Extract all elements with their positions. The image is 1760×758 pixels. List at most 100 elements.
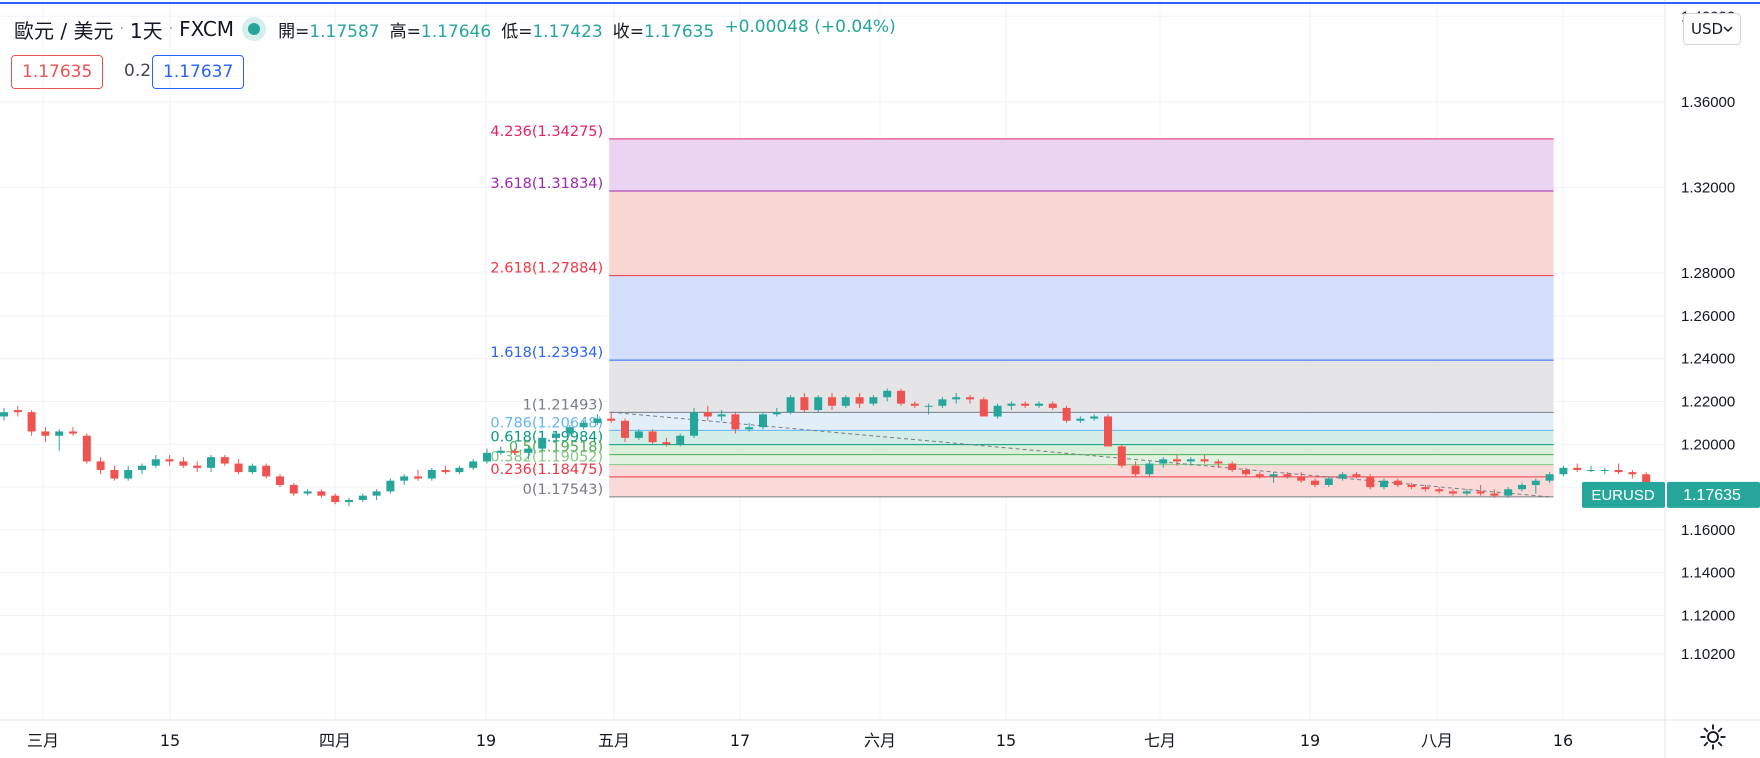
candle-body — [786, 397, 795, 413]
candle-body — [565, 427, 574, 434]
price-tick-label: 1.10200 — [1681, 646, 1735, 663]
time-tick-label: 七月 — [1144, 731, 1176, 750]
buy-price-button[interactable]: 1.17637 — [152, 55, 245, 89]
candle-body — [1421, 487, 1430, 490]
candle-body — [1449, 491, 1457, 494]
candle — [966, 395, 974, 404]
candle-body — [1352, 474, 1361, 477]
candle — [1421, 484, 1430, 492]
candle — [234, 459, 243, 475]
candle-body — [441, 469, 450, 473]
candle — [469, 459, 478, 470]
time-tick-label: 15 — [160, 731, 180, 750]
candle — [1338, 472, 1347, 481]
price-tick-label: 1.24000 — [1681, 351, 1735, 368]
candle — [1531, 478, 1540, 494]
candle-body — [593, 418, 602, 423]
interval-label[interactable]: 1天 — [129, 18, 163, 43]
time-tick-label: 五月 — [598, 731, 630, 750]
gear-icon[interactable] — [1698, 722, 1728, 752]
candle-body — [55, 431, 64, 436]
candle-body — [303, 491, 312, 494]
candle — [634, 429, 643, 441]
candle — [110, 465, 119, 481]
candle — [814, 395, 823, 413]
fib-level-label: 2.618(1.27884) — [490, 261, 603, 277]
candle — [455, 465, 464, 475]
candle — [579, 420, 588, 430]
candle — [1407, 482, 1416, 490]
candle-body — [1587, 469, 1595, 471]
candle-body — [1338, 474, 1347, 479]
candle — [1104, 414, 1112, 447]
candle-body — [772, 412, 781, 415]
candle — [1449, 489, 1457, 496]
candle — [317, 489, 326, 498]
candle — [841, 395, 850, 408]
candle — [703, 405, 712, 421]
candle — [662, 437, 671, 447]
candle-body — [745, 427, 754, 430]
candle — [993, 403, 1002, 419]
candle — [289, 482, 298, 496]
time-tick-label: 六月 — [864, 731, 896, 750]
candle-body — [331, 495, 340, 503]
candle — [828, 392, 836, 411]
candle-body — [883, 390, 892, 398]
candle-body — [952, 397, 961, 400]
fib-level-label: 4.236(1.34275) — [490, 124, 603, 140]
symbol-name[interactable]: 歐元 / 美元 — [14, 18, 114, 43]
candle — [883, 388, 892, 402]
time-tick-label: 19 — [476, 731, 496, 750]
candle-body — [1173, 459, 1181, 462]
candle — [124, 465, 133, 481]
low-label: 低= — [501, 21, 533, 42]
candle-body — [0, 412, 8, 417]
candle — [220, 455, 229, 466]
price-tick-label: 1.22000 — [1681, 394, 1735, 411]
candle-body — [1476, 491, 1485, 494]
candle — [1242, 467, 1250, 477]
candle — [96, 457, 105, 475]
candle — [1614, 463, 1623, 475]
candle — [41, 427, 50, 443]
candle — [414, 469, 422, 481]
candle — [69, 427, 77, 436]
fib-zone — [609, 430, 1554, 445]
time-tick-label: 16 — [1553, 731, 1573, 750]
sell-price-button[interactable]: 1.17635 — [11, 55, 104, 89]
candle-body — [138, 465, 146, 470]
fib-level-label: 0.236(1.18475) — [490, 462, 603, 478]
candle — [441, 465, 450, 475]
candle — [538, 435, 547, 451]
candle — [855, 392, 864, 408]
candle-body — [1090, 416, 1099, 419]
candle-body — [69, 431, 77, 434]
candle — [979, 397, 988, 417]
fib-zone — [609, 191, 1554, 276]
currency-button[interactable]: USD — [1683, 13, 1741, 45]
candle-body — [1324, 478, 1333, 485]
candle — [1035, 401, 1043, 408]
candle — [1628, 469, 1637, 479]
candle-body — [1600, 469, 1609, 471]
candle — [1062, 405, 1071, 423]
price-tick-label: 1.20000 — [1681, 436, 1735, 453]
candle-body — [427, 469, 436, 479]
candle — [179, 457, 188, 468]
candle — [607, 412, 616, 423]
candle — [1076, 416, 1085, 423]
candle-body — [317, 491, 326, 496]
price-tick-label: 1.28000 — [1681, 265, 1735, 282]
candle-body — [1021, 403, 1030, 406]
candle-body — [82, 435, 91, 462]
candle-body — [358, 495, 367, 500]
candle — [676, 433, 685, 447]
candle — [0, 407, 8, 421]
candle-body — [648, 431, 657, 443]
candle-body — [1145, 463, 1154, 475]
candle-body — [607, 418, 616, 421]
candle — [1545, 472, 1554, 483]
candle-body — [1062, 407, 1071, 421]
